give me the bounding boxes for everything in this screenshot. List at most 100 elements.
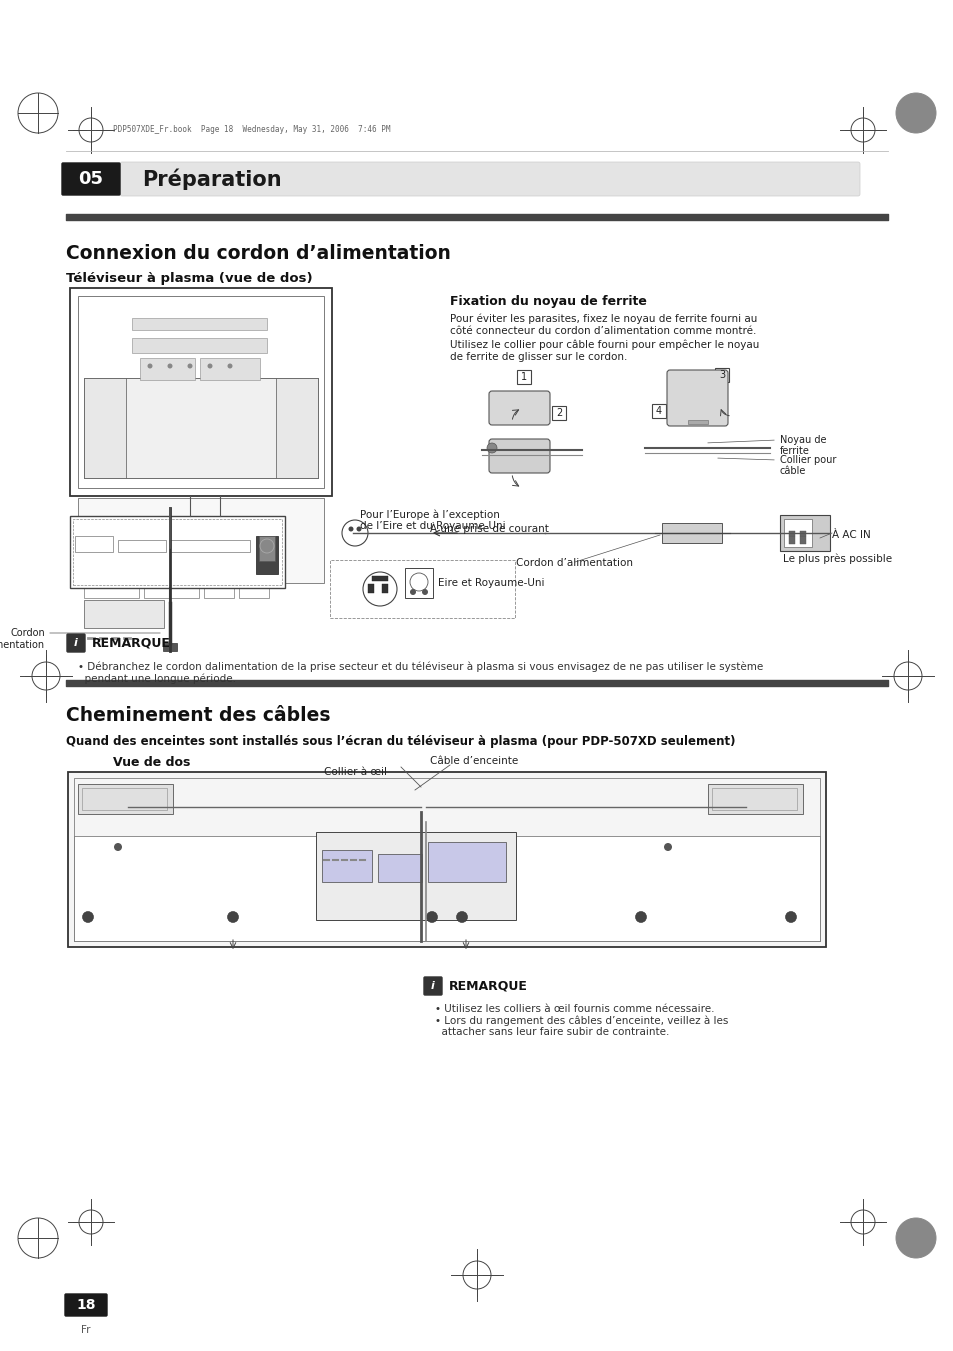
Bar: [75, 536, 112, 553]
Text: 3: 3: [719, 370, 724, 380]
Text: Pour l’Europe à l’exception: Pour l’Europe à l’exception: [359, 509, 499, 520]
Circle shape: [227, 363, 233, 369]
Bar: [255, 536, 277, 574]
Text: 4: 4: [656, 407, 661, 416]
Circle shape: [113, 843, 122, 851]
Bar: [800, 536, 805, 544]
Bar: [258, 536, 274, 561]
Bar: [70, 288, 332, 496]
Bar: [132, 317, 267, 330]
Text: 05: 05: [78, 170, 103, 188]
Text: • Débranchez le cordon dalimentation de la prise secteur et du téléviseur à plas: • Débranchez le cordon dalimentation de …: [78, 661, 762, 671]
Circle shape: [356, 527, 361, 531]
Bar: [788, 531, 794, 536]
FancyBboxPatch shape: [120, 162, 859, 196]
Text: 2: 2: [556, 408, 561, 417]
Circle shape: [82, 912, 93, 923]
Bar: [78, 499, 324, 584]
Bar: [322, 850, 372, 882]
Bar: [84, 378, 126, 478]
Text: 18: 18: [76, 1298, 95, 1312]
Text: câble: câble: [780, 466, 805, 476]
FancyBboxPatch shape: [489, 439, 550, 473]
FancyBboxPatch shape: [666, 370, 727, 426]
Text: Préparation: Préparation: [142, 169, 281, 189]
Text: de l’Eire et du Royaume-Uni: de l’Eire et du Royaume-Uni: [359, 521, 505, 531]
Text: Utilisez le collier pour câble fourni pour empêcher le noyau: Utilisez le collier pour câble fourni po…: [450, 339, 759, 350]
Text: Eire et Royaume-Uni: Eire et Royaume-Uni: [437, 578, 544, 588]
Bar: [368, 584, 374, 593]
Bar: [517, 370, 531, 384]
Bar: [711, 788, 796, 811]
Circle shape: [168, 363, 172, 369]
Text: côté connecteur du cordon d’alimentation comme montré.: côté connecteur du cordon d’alimentation…: [450, 326, 756, 336]
Bar: [552, 407, 565, 420]
Text: 1: 1: [520, 372, 526, 382]
Text: Cordon: Cordon: [10, 628, 45, 638]
Circle shape: [363, 571, 396, 607]
Bar: [204, 576, 233, 598]
Bar: [275, 378, 317, 478]
Text: Fr: Fr: [81, 1325, 91, 1335]
Bar: [651, 404, 665, 417]
Text: Vue de dos: Vue de dos: [112, 757, 191, 769]
Text: Cheminement des câbles: Cheminement des câbles: [66, 707, 330, 725]
Text: Quand des enceintes sont installés sous l’écran du téléviseur à plasma (pour PDP: Quand des enceintes sont installés sous …: [66, 735, 735, 748]
Bar: [687, 420, 707, 424]
Circle shape: [663, 843, 671, 851]
Bar: [200, 358, 260, 380]
Bar: [239, 576, 269, 598]
Bar: [144, 576, 199, 598]
Text: Cordon d’alimentation: Cordon d’alimentation: [516, 558, 633, 567]
Circle shape: [635, 912, 646, 923]
Bar: [78, 296, 324, 488]
Text: i: i: [431, 981, 435, 992]
Bar: [428, 842, 505, 882]
Circle shape: [341, 520, 368, 546]
Circle shape: [421, 589, 428, 594]
Text: pendant une longue période.: pendant une longue période.: [78, 673, 235, 684]
Text: Pour éviter les parasites, fixez le noyau de ferrite fourni au: Pour éviter les parasites, fixez le noya…: [450, 313, 757, 323]
Bar: [381, 584, 388, 593]
Circle shape: [410, 589, 416, 594]
Text: ferrite: ferrite: [780, 446, 809, 457]
Bar: [74, 778, 820, 942]
Bar: [780, 515, 829, 551]
Bar: [707, 784, 802, 815]
Circle shape: [227, 912, 238, 923]
Circle shape: [208, 363, 213, 369]
Text: Le plus près possible: Le plus près possible: [782, 553, 891, 563]
Text: PDP507XDE_Fr.book  Page 18  Wednesday, May 31, 2006  7:46 PM: PDP507XDE_Fr.book Page 18 Wednesday, May…: [112, 126, 390, 135]
Text: attacher sans leur faire subir de contrainte.: attacher sans leur faire subir de contra…: [435, 1027, 669, 1038]
Circle shape: [895, 93, 935, 132]
FancyBboxPatch shape: [65, 1294, 107, 1316]
Bar: [68, 771, 825, 947]
FancyBboxPatch shape: [423, 977, 441, 994]
Circle shape: [348, 527, 354, 531]
Bar: [74, 836, 820, 942]
Bar: [73, 519, 282, 585]
Bar: [118, 540, 166, 553]
Bar: [78, 784, 172, 815]
Bar: [372, 576, 388, 581]
Text: Câble d’enceinte: Câble d’enceinte: [430, 757, 517, 766]
Text: Connexion du cordon d’alimentation: Connexion du cordon d’alimentation: [66, 245, 451, 263]
Bar: [84, 378, 317, 478]
Text: Collier à œil: Collier à œil: [324, 767, 387, 777]
Circle shape: [456, 912, 467, 923]
Bar: [170, 540, 250, 553]
Text: i: i: [74, 638, 78, 648]
Bar: [163, 643, 177, 651]
Bar: [315, 832, 516, 920]
Text: Collier pour: Collier pour: [780, 455, 836, 465]
Text: de ferrite de glisser sur le cordon.: de ferrite de glisser sur le cordon.: [450, 353, 627, 362]
Bar: [84, 600, 164, 628]
Bar: [140, 358, 194, 380]
Bar: [82, 788, 167, 811]
Text: REMARQUE: REMARQUE: [449, 979, 527, 993]
Bar: [330, 561, 515, 617]
Bar: [84, 576, 139, 598]
Circle shape: [410, 573, 428, 590]
FancyBboxPatch shape: [62, 163, 120, 195]
Text: Téléviseur à plasma (vue de dos): Téléviseur à plasma (vue de dos): [66, 272, 313, 285]
